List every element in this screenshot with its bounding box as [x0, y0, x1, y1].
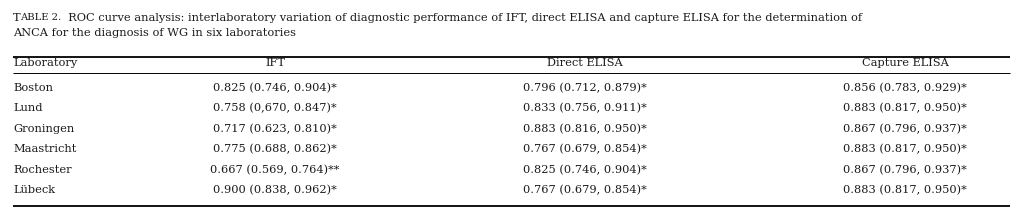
Text: ROC curve analysis: interlaboratory variation of diagnostic performance of IFT, : ROC curve analysis: interlaboratory vari… — [61, 13, 862, 23]
Text: Capture ELISA: Capture ELISA — [861, 58, 948, 68]
Text: Maastricht: Maastricht — [13, 144, 77, 154]
Text: 0.825 (0.746, 0.904)*: 0.825 (0.746, 0.904)* — [523, 165, 647, 175]
Text: 0.883 (0.817, 0.950)*: 0.883 (0.817, 0.950)* — [843, 103, 967, 114]
Text: Laboratory: Laboratory — [13, 58, 78, 68]
Text: 0.867 (0.796, 0.937)*: 0.867 (0.796, 0.937)* — [843, 165, 967, 175]
Text: 0.717 (0.623, 0.810)*: 0.717 (0.623, 0.810)* — [213, 124, 337, 134]
Text: Boston: Boston — [13, 83, 53, 93]
Text: 0.867 (0.796, 0.937)*: 0.867 (0.796, 0.937)* — [843, 124, 967, 134]
Text: Lund: Lund — [13, 103, 43, 113]
Text: 0.900 (0.838, 0.962)*: 0.900 (0.838, 0.962)* — [213, 185, 337, 195]
Text: 0.775 (0.688, 0.862)*: 0.775 (0.688, 0.862)* — [213, 144, 337, 154]
Text: 0.767 (0.679, 0.854)*: 0.767 (0.679, 0.854)* — [523, 185, 647, 195]
Text: 0.883 (0.817, 0.950)*: 0.883 (0.817, 0.950)* — [843, 185, 967, 195]
Text: Groningen: Groningen — [13, 124, 75, 134]
Text: 0.796 (0.712, 0.879)*: 0.796 (0.712, 0.879)* — [523, 83, 647, 93]
Text: T: T — [13, 13, 20, 23]
Text: Direct ELISA: Direct ELISA — [547, 58, 623, 68]
Text: 0.856 (0.783, 0.929)*: 0.856 (0.783, 0.929)* — [843, 83, 967, 93]
Text: 0.767 (0.679, 0.854)*: 0.767 (0.679, 0.854)* — [523, 144, 647, 154]
Text: 0.667 (0.569, 0.764)**: 0.667 (0.569, 0.764)** — [211, 165, 340, 175]
Text: Rochester: Rochester — [13, 165, 72, 175]
Text: 0.825 (0.746, 0.904)*: 0.825 (0.746, 0.904)* — [213, 83, 337, 93]
Text: ABLE 2.: ABLE 2. — [20, 13, 61, 22]
Text: 0.883 (0.817, 0.950)*: 0.883 (0.817, 0.950)* — [843, 144, 967, 154]
Text: ANCA for the diagnosis of WG in six laboratories: ANCA for the diagnosis of WG in six labo… — [13, 28, 296, 38]
Text: 0.833 (0.756, 0.911)*: 0.833 (0.756, 0.911)* — [523, 103, 647, 114]
Text: IFT: IFT — [265, 58, 285, 68]
Text: 0.758 (0,670, 0.847)*: 0.758 (0,670, 0.847)* — [213, 103, 337, 114]
Text: 0.883 (0.816, 0.950)*: 0.883 (0.816, 0.950)* — [523, 124, 647, 134]
Text: Lübeck: Lübeck — [13, 185, 55, 195]
